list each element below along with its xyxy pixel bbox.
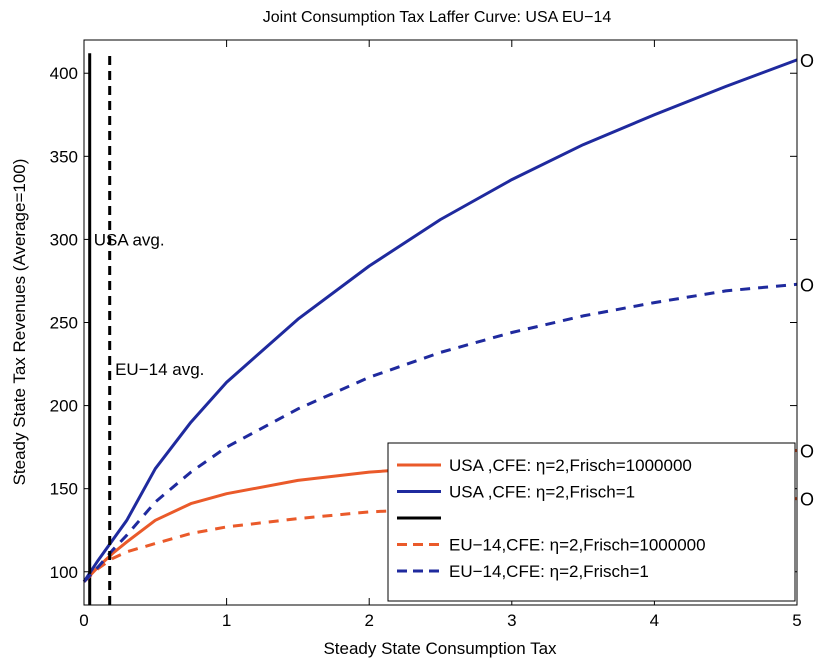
legend-label: USA ,CFE: η=2,Frisch=1000000 [449,456,692,475]
end-marker: O [800,441,814,461]
y-tick-label: 300 [50,230,78,249]
end-marker: O [800,51,814,71]
y-tick-label: 200 [50,397,78,416]
legend: USA ,CFE: η=2,Frisch=1000000 USA ,CFE: η=… [387,442,796,602]
x-tick-label: 1 [222,611,231,630]
x-tick-label: 4 [650,611,659,630]
x-tick-label: 5 [792,611,801,630]
legend-label: EU−14,CFE: η=2,Frisch=1 [449,562,649,581]
series-line [82,58,798,583]
end-marker: O [800,275,814,295]
annotation-label: USA avg. [94,230,165,249]
x-tick-label: 2 [364,611,373,630]
y-tick-label: 250 [50,314,78,333]
x-axis-label: Steady State Consumption Tax [323,639,557,658]
x-tick-label: 0 [79,611,88,630]
y-tick-label: 150 [50,480,78,499]
series-line [82,282,798,583]
x-tick-label: 3 [507,611,516,630]
legend-label: USA ,CFE: η=2,Frisch=1 [449,483,635,502]
axis-ticks: 0 1 2 3 4 5 100 150 200 250 300 350 400 [50,40,802,630]
legend-box [387,442,796,602]
end-marker: O [800,490,814,510]
y-axis-label: Steady State Tax Revenues (Average=100) [10,159,29,486]
chart-title: Joint Consumption Tax Laffer Curve: USA … [263,9,612,26]
legend-label: EU−14,CFE: η=2,Frisch=1000000 [449,536,706,555]
annotation-label: EU−14 avg. [115,360,204,379]
y-tick-label: 400 [50,64,78,83]
y-tick-label: 350 [50,147,78,166]
y-tick-label: 100 [50,563,78,582]
plot-area: USA avg. EU−14 avg. O O O O [82,51,814,605]
